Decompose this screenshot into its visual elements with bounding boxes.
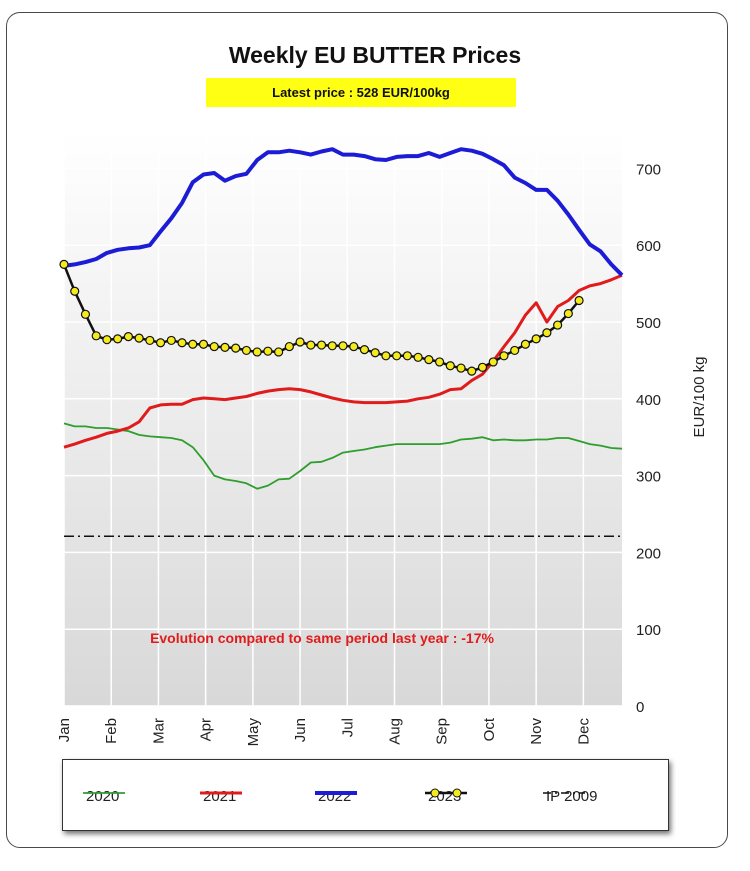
x-tick-label: Jul xyxy=(339,718,356,737)
series-2023-point xyxy=(370,348,380,358)
series-2023-point xyxy=(327,341,337,351)
series-2023-point xyxy=(402,351,412,361)
series-2023-point xyxy=(542,328,552,338)
series-2023-point xyxy=(80,309,91,319)
series-2023-point xyxy=(209,341,219,352)
series-2023-point xyxy=(434,357,445,367)
x-tick-label: Aug xyxy=(387,718,404,745)
x-tick-label: Nov xyxy=(528,718,545,745)
legend-swatch xyxy=(83,792,125,794)
series-2023-point xyxy=(231,343,241,353)
x-tick-label: May xyxy=(245,718,262,747)
series-2023-point xyxy=(499,351,509,361)
series-2023-point xyxy=(113,334,123,344)
plot-area xyxy=(64,130,622,706)
legend-item-2023: 2023 xyxy=(423,786,467,806)
y-axis-label: EUR/100 kg xyxy=(691,357,708,438)
x-tick-label: Feb xyxy=(103,718,120,744)
legend-item-2020: 2020 xyxy=(81,786,125,806)
series-2023-point xyxy=(424,355,434,365)
y-tick-label: 100 xyxy=(636,622,661,639)
x-tick-label: Apr xyxy=(198,718,215,741)
x-tick-label: Jan xyxy=(56,718,73,742)
x-tick-label: Mar xyxy=(150,718,167,744)
y-tick-label: 400 xyxy=(636,392,661,409)
legend-label: IP 2009 xyxy=(546,787,598,805)
series-2023-point xyxy=(177,338,187,348)
x-tick-label: Dec xyxy=(575,718,592,745)
series-2023-point xyxy=(477,362,488,372)
legend-swatch xyxy=(425,788,467,798)
series-2023-point xyxy=(349,341,359,352)
series-2023-point xyxy=(445,361,455,371)
series-2023-point xyxy=(188,339,198,349)
y-tick-label: 600 xyxy=(636,238,661,255)
chart-title: Weekly EU BUTTER Prices xyxy=(228,42,522,68)
series-2023-point xyxy=(553,320,563,330)
series-2023-point xyxy=(91,331,101,341)
series-2023-point xyxy=(284,341,294,352)
series-2023-point xyxy=(263,346,273,356)
series-2023-point xyxy=(413,352,423,362)
series-2023-point xyxy=(295,337,305,347)
series-2023-point xyxy=(392,351,402,361)
legend-swatch-marker xyxy=(430,788,440,798)
x-tick-label: Oct xyxy=(481,717,498,741)
series-2023-point xyxy=(520,339,531,349)
legend-swatch xyxy=(315,791,357,795)
y-tick-label: 700 xyxy=(636,161,661,178)
series-line-2020 xyxy=(63,422,623,490)
latest-price-badge: Latest price : 528 EUR/100kg xyxy=(206,78,516,107)
series-2023-point xyxy=(274,347,284,357)
series-2023-point xyxy=(145,335,155,346)
legend-swatch xyxy=(543,792,585,794)
series-2023-point xyxy=(306,340,316,350)
series-2023-point xyxy=(381,351,391,361)
series-2023-point xyxy=(338,341,348,351)
legend-label: 2020 xyxy=(86,787,120,805)
series-2023-point xyxy=(166,335,176,346)
chart-legend: 2020 2021 2022 2023 IP 2009 xyxy=(62,759,669,831)
series-2023-point xyxy=(510,345,520,356)
legend-swatch xyxy=(200,791,242,795)
series-2023-point xyxy=(123,331,133,342)
series-2023-point xyxy=(59,259,69,269)
x-tick-label: Jun xyxy=(292,718,309,742)
series-2023-point xyxy=(563,308,573,319)
series-2023-point xyxy=(252,347,262,357)
y-tick-label: 300 xyxy=(636,469,661,486)
legend-swatch-marker xyxy=(452,788,462,798)
series-2023-point xyxy=(198,339,209,349)
series-2023-point xyxy=(70,286,80,296)
series-2023-point xyxy=(220,342,230,352)
series-line-2022 xyxy=(63,147,624,277)
series-line-2021 xyxy=(63,273,623,449)
series-2023-point xyxy=(488,357,498,367)
series-2023-point xyxy=(102,335,112,345)
y-tick-label: 200 xyxy=(636,545,661,562)
series-2023-point xyxy=(134,333,144,343)
series-2023-point xyxy=(155,338,166,348)
evolution-annotation: Evolution compared to same period last y… xyxy=(150,630,494,646)
legend-item-2022: 2022 xyxy=(313,786,357,806)
y-tick-label: 0 xyxy=(636,699,644,716)
series-2023-point xyxy=(316,340,327,350)
series-2023-point xyxy=(574,295,584,306)
series-2023-point xyxy=(467,366,477,376)
legend-item-2021: 2021 xyxy=(198,786,242,806)
legend-item-ip-2009: IP 2009 xyxy=(541,786,597,806)
series-2023-point xyxy=(359,345,370,355)
x-tick-label: Sep xyxy=(434,718,451,745)
y-tick-label: 500 xyxy=(636,315,661,332)
series-2023-point xyxy=(456,363,466,373)
series-2023-point xyxy=(241,345,252,356)
series-2023-point xyxy=(531,334,541,344)
